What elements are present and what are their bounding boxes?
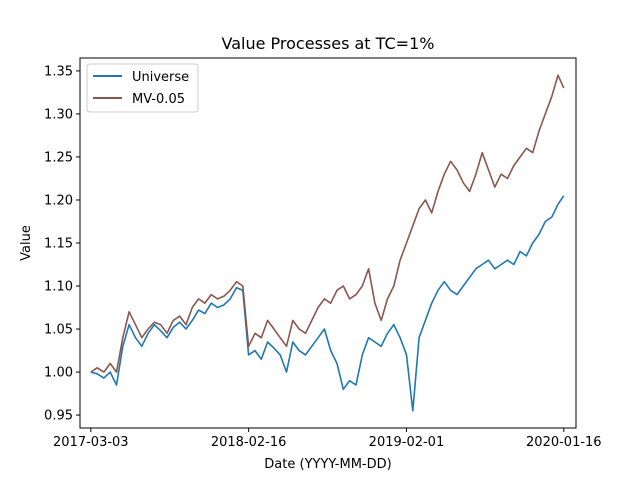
- y-tick-label-7: 1.30: [44, 107, 73, 122]
- chart-title: Value Processes at TC=1%: [222, 34, 435, 53]
- x-axis-label: Date (YYYY-MM-DD): [264, 457, 391, 472]
- x-tick-label-1: 2018-02-16: [211, 435, 287, 450]
- legend: Universe MV-0.05: [86, 63, 199, 113]
- y-tick-label-2: 1.05: [44, 323, 73, 338]
- y-tick-label-6: 1.25: [44, 150, 73, 165]
- y-tick-label-1: 1.00: [44, 366, 73, 381]
- y-axis: 0.95 1.00 1.05 1.10 1.15 1.20 1.25 1.30 1.35: [44, 64, 80, 424]
- y-tick-label-5: 1.20: [44, 193, 73, 208]
- series-layer: [90, 74, 565, 412]
- x-tick-label-0: 2017-03-03: [53, 435, 129, 450]
- series-line-universe: [90, 195, 565, 412]
- legend-label-universe: Universe: [132, 70, 189, 85]
- y-tick-label-0: 0.95: [44, 409, 73, 424]
- y-tick-label-4: 1.15: [44, 237, 73, 252]
- y-tick-label-3: 1.10: [44, 280, 73, 295]
- series-line-mv-0-05: [90, 74, 565, 373]
- legend-label-mv-0-05: MV-0.05: [132, 92, 185, 107]
- x-tick-label-2: 2019-02-01: [369, 435, 445, 450]
- x-axis: 2017-03-03 2018-02-16 2019-02-01 2020-01-16: [53, 428, 602, 450]
- y-axis-label: Value: [19, 225, 34, 261]
- y-tick-label-8: 1.35: [44, 64, 73, 79]
- x-tick-label-3: 2020-01-16: [526, 435, 602, 450]
